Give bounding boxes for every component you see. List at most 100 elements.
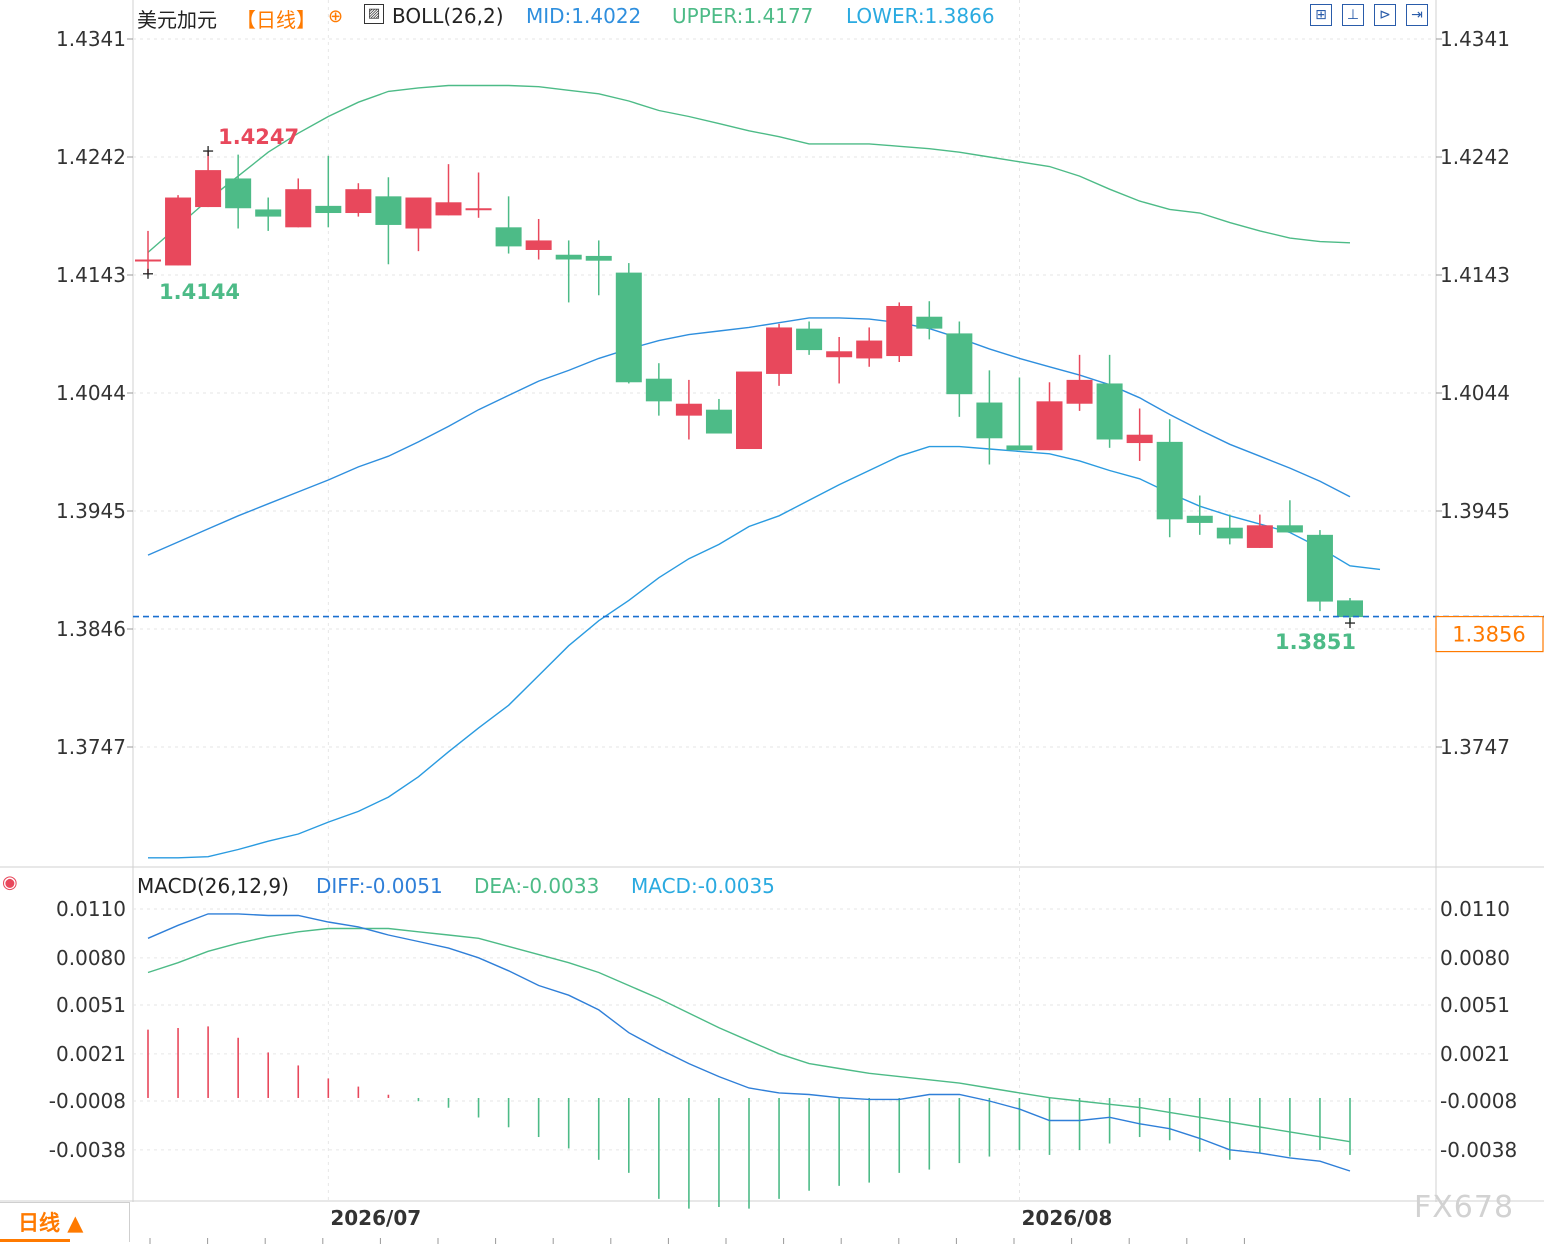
candle — [796, 321, 823, 355]
x-tick-label: 2026/07 — [330, 1206, 421, 1230]
macd-tick-label-right: 0.0080 — [1440, 946, 1510, 970]
y-tick-label-left: 1.4044 — [56, 381, 126, 405]
candle — [736, 371, 762, 450]
add-indicator-icon[interactable]: ⊕ — [328, 6, 344, 27]
candle-body — [405, 197, 432, 229]
macd-tick-label-right: 0.0051 — [1440, 993, 1510, 1017]
candle — [555, 240, 582, 303]
last-low-price-label: 1.3851 — [1275, 630, 1356, 654]
candle-body — [375, 196, 402, 225]
candle-body — [826, 351, 853, 358]
boll-lower-line — [148, 445, 1381, 859]
annotations: 1.3856 1.4247 1.4144 1.3851 — [133, 125, 1544, 654]
y-tick-label-right: 1.4044 — [1440, 381, 1510, 405]
period-label[interactable]: 【日线】 — [236, 8, 316, 32]
candle — [766, 323, 793, 386]
candle-body — [435, 202, 462, 216]
y-tick-label-left: 1.4143 — [56, 263, 126, 287]
period-tab[interactable]: 日线 ▲ — [0, 1202, 130, 1242]
y-tick-label-left: 1.4341 — [56, 27, 126, 51]
macd-panel — [147, 913, 1351, 1209]
candle — [1126, 408, 1153, 461]
candle — [1036, 382, 1063, 451]
macd-tick-label-right: -0.0008 — [1440, 1089, 1517, 1113]
grid-icon[interactable]: ⊞ — [1310, 4, 1332, 26]
macd-value: MACD:-0.0035 — [631, 874, 775, 898]
symbol-title: 美元加元 — [137, 8, 217, 32]
candle-body — [946, 333, 973, 395]
candle — [525, 218, 552, 260]
candle-body — [1306, 534, 1333, 602]
grid-layer — [0, 0, 1544, 1202]
boll-lower-value: LOWER:1.3866 — [846, 4, 995, 28]
candle — [1216, 514, 1243, 545]
candle — [375, 177, 402, 265]
candle-body — [465, 208, 492, 211]
y-tick-label-left: 1.4242 — [56, 145, 126, 169]
chart-icon[interactable]: ⊥ — [1342, 4, 1364, 26]
candle — [916, 301, 943, 340]
candle — [225, 154, 252, 229]
boll-upper-value: UPPER:1.4177 — [672, 4, 814, 28]
candle-body — [315, 205, 342, 214]
candle-body — [1246, 525, 1273, 548]
candle-body — [645, 378, 672, 402]
candle — [705, 398, 732, 434]
indicator-icon[interactable]: ▨ — [364, 4, 384, 24]
candle-body — [165, 197, 192, 266]
macd-tick-label-left: 0.0051 — [56, 993, 126, 1017]
candle — [585, 240, 612, 296]
boll-name[interactable]: BOLL(26,2) — [392, 4, 504, 28]
y-tick-label-right: 1.3747 — [1440, 735, 1510, 759]
target-icon[interactable]: ◉ — [2, 872, 18, 893]
axis-labels: 1.4341 1.4341 1.4242 1.4242 1.4143 1.4143 1.40… — [49, 27, 1517, 1244]
last-price-label: 1.3856 — [1452, 623, 1525, 647]
forward-icon[interactable]: ⇥ — [1406, 4, 1428, 26]
y-tick-label-right: 1.4242 — [1440, 145, 1510, 169]
candle — [1186, 495, 1213, 535]
candle — [1246, 514, 1273, 548]
boll-bands — [147, 84, 1381, 859]
candle — [165, 195, 192, 266]
candle-body — [1337, 600, 1363, 618]
candle — [976, 370, 1003, 465]
candle-body — [1216, 527, 1243, 539]
macd-dea-line — [147, 927, 1351, 1143]
candle-body — [1066, 379, 1093, 404]
candle — [826, 336, 853, 384]
boll-mid-value: MID:1.4022 — [526, 4, 642, 28]
candle-body — [976, 402, 1003, 439]
candle-body — [345, 189, 372, 214]
candle — [615, 263, 642, 384]
candle-body — [675, 403, 702, 416]
candle — [645, 363, 672, 416]
candle — [135, 230, 161, 274]
candle-body — [225, 178, 252, 209]
candle-body — [135, 259, 161, 262]
zoom-in-icon[interactable]: ⊳ — [1374, 4, 1396, 26]
candle — [1096, 354, 1123, 448]
y-tick-label-right: 1.4341 — [1440, 27, 1510, 51]
candle-body — [195, 170, 222, 208]
macd-tick-label-left: 0.0110 — [56, 897, 126, 921]
last-price-box — [1435, 615, 1544, 653]
candle — [195, 151, 222, 208]
candle-body — [796, 328, 823, 351]
candle-body — [525, 240, 552, 250]
boll-mid-line — [147, 317, 1351, 556]
candle — [1276, 500, 1303, 533]
macd-tick-label-right: 0.0110 — [1440, 897, 1510, 921]
candle — [1306, 530, 1333, 612]
macd-diff-value: DIFF:-0.0051 — [316, 874, 443, 898]
candle — [315, 155, 342, 228]
candle — [255, 197, 282, 231]
macd-tick-label-left: -0.0008 — [49, 1089, 126, 1113]
candle — [675, 379, 702, 440]
candle-body — [705, 409, 732, 434]
candle-body — [766, 327, 793, 374]
macd-name[interactable]: MACD(26,12,9) — [137, 874, 289, 898]
candle-body — [1156, 441, 1183, 520]
watermark: FX678 — [1414, 1190, 1515, 1225]
candle-body — [285, 189, 312, 228]
